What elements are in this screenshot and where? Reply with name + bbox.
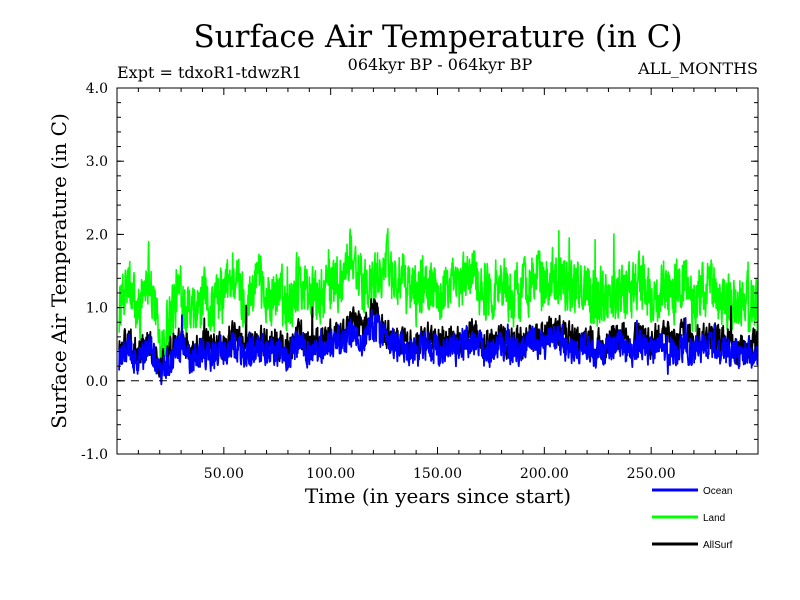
series-line-ocean xyxy=(118,308,758,386)
chart-subtitle-left: Expt = tdxoR1-tdwzR1 xyxy=(117,63,302,82)
chart-title: Surface Air Temperature (in C) xyxy=(193,19,682,55)
x-axis-label: Time (in years since start) xyxy=(305,484,571,508)
x-tick-label: 150.00 xyxy=(413,466,462,482)
legend-allsurf-label: AllSurf xyxy=(703,540,733,551)
y-axis-label: Surface Air Temperature (in C) xyxy=(47,113,71,429)
plot-area xyxy=(116,87,759,455)
y-tick-label: 0.0 xyxy=(86,374,108,390)
legend-ocean-label: Ocean xyxy=(703,486,732,497)
series-line-land xyxy=(118,228,758,375)
chart-subtitle-right: ALL_MONTHS xyxy=(637,59,758,78)
x-tick-label: 250.00 xyxy=(627,466,676,482)
y-tick-label: 4.0 xyxy=(86,81,108,97)
y-tick-label: 3.0 xyxy=(86,154,108,170)
y-tick-label: 2.0 xyxy=(86,227,108,243)
chart-subtitle-center: 064kyr BP - 064kyr BP xyxy=(348,55,533,74)
y-tick-label: -1.0 xyxy=(81,447,108,463)
x-tick-label: 100.00 xyxy=(306,466,355,482)
legend: Ocean Land AllSurf xyxy=(652,486,733,551)
x-tick-label: 50.00 xyxy=(204,466,244,482)
x-tick-label: 200.00 xyxy=(520,466,569,482)
legend-land-label: Land xyxy=(703,513,725,524)
y-tick-label: 1.0 xyxy=(86,301,108,317)
